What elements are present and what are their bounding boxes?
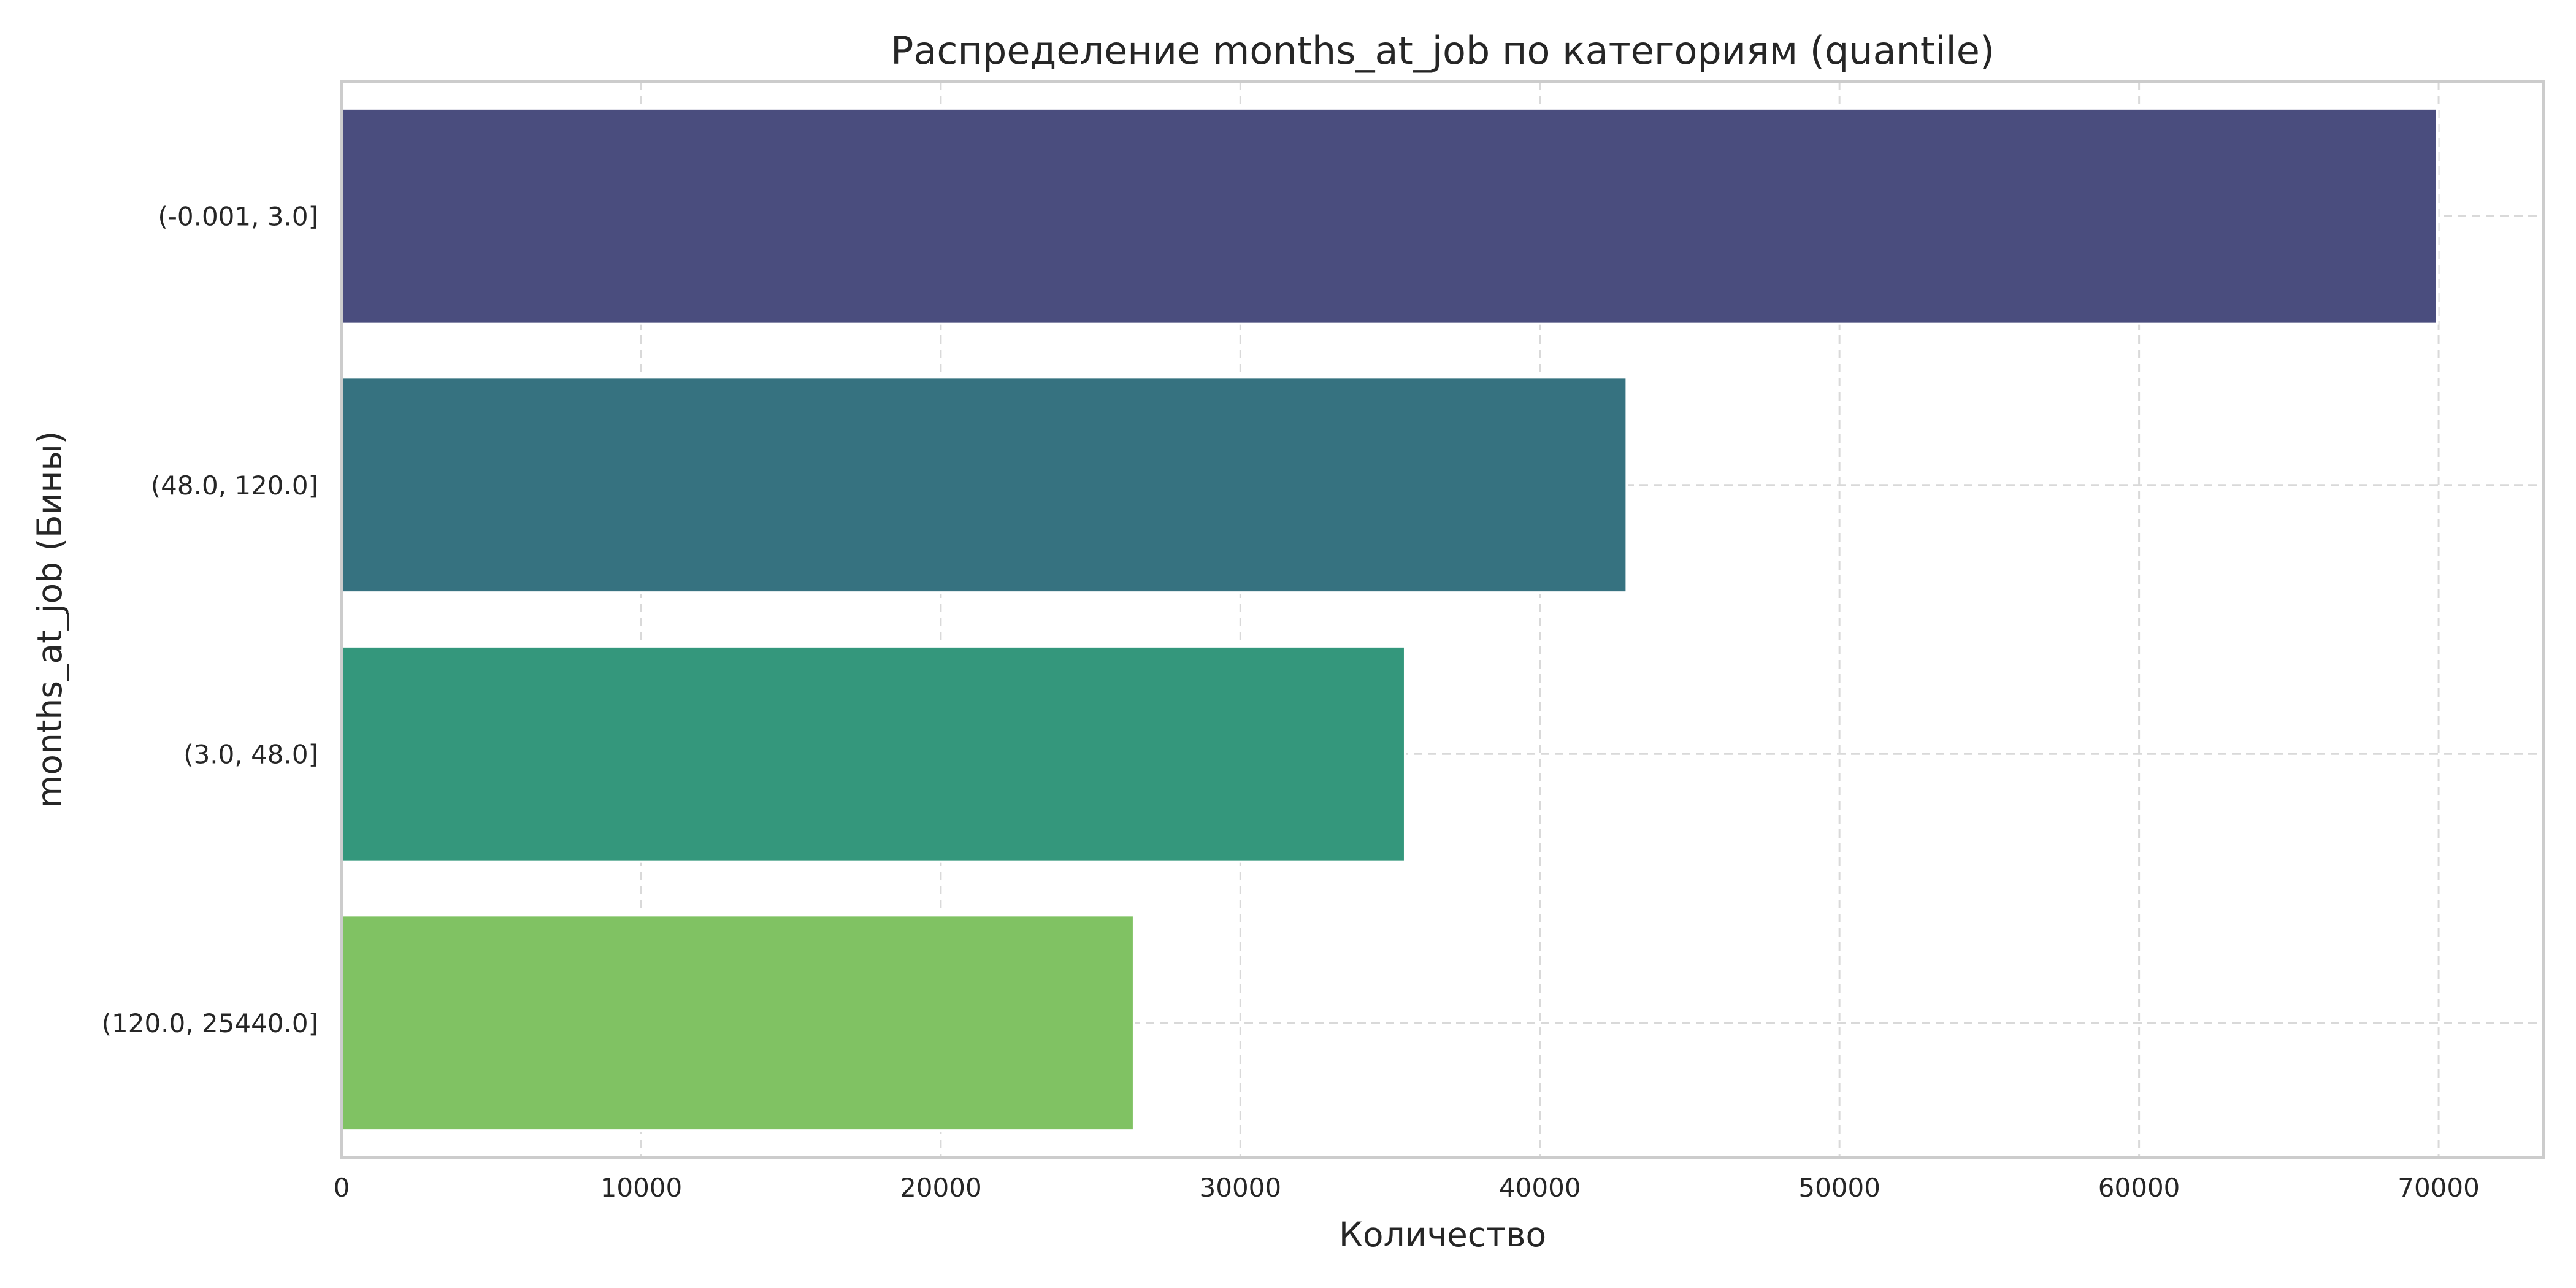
x-tick-label: 40000 [1499,1173,1581,1203]
bar [340,914,1135,1132]
x-tick-label: 70000 [2398,1173,2480,1203]
y-axis-label: months_at_job (Бины) [30,431,69,808]
bar [340,107,2439,325]
x-tick-label: 50000 [1798,1173,1880,1203]
x-axis-label: Количество [1339,1215,1546,1254]
y-tick-label: (3.0, 48.0] [183,739,318,769]
bar [340,645,1406,863]
y-tick-labels: (-0.001, 3.0] (48.0, 120.0] (3.0, 48.0] (12… [102,201,318,1038]
x-tick-label: 0 [334,1173,350,1203]
plot-frame [340,80,2545,1159]
bar [340,376,1628,594]
y-tick-label: (48.0, 120.0] [151,470,318,500]
bars [340,107,2439,1132]
x-tick-label: 30000 [1200,1173,1282,1203]
x-tick-label: 10000 [600,1173,683,1203]
x-tick-labels: 0 10000 20000 30000 40000 50000 60000 70000 [334,1173,2480,1203]
x-tick-label: 20000 [900,1173,982,1203]
chart-title: Распределение months_at_job по категория… [891,28,1995,73]
y-tick-label: (-0.001, 3.0] [158,201,318,231]
x-tick-label: 60000 [2098,1173,2180,1203]
y-tick-label: (120.0, 25440.0] [102,1008,318,1038]
